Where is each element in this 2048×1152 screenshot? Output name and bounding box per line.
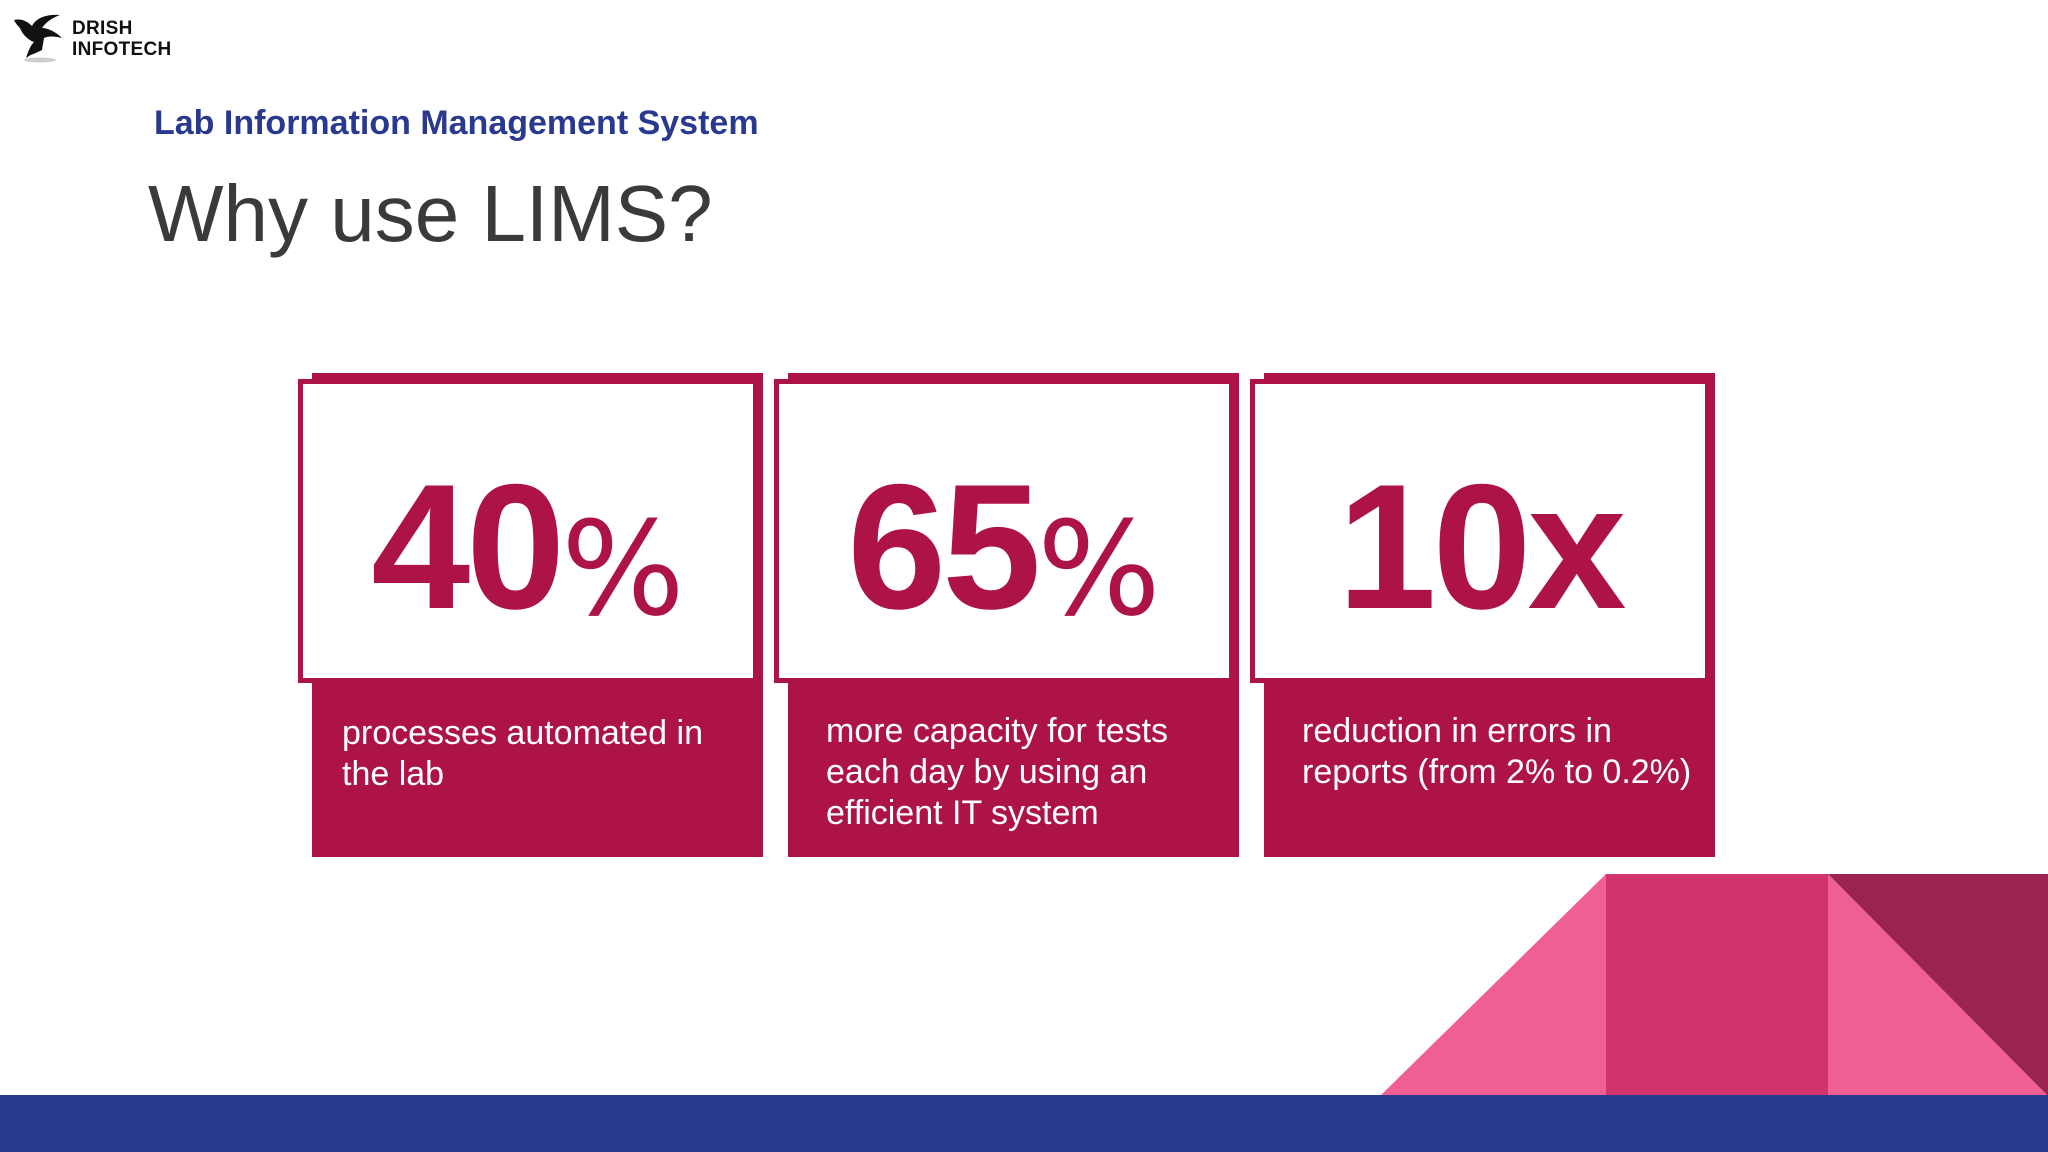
- stat-card-errors: 10x reduction in errors in reports (from…: [1250, 373, 1715, 857]
- card-number-panel: 65%: [774, 379, 1234, 683]
- company-logo: DRISH INFOTECH: [12, 12, 182, 68]
- stat-value: 10x: [1337, 447, 1627, 646]
- logo-line-1: DRISH: [72, 18, 133, 39]
- card-number-panel: 40%: [298, 379, 758, 683]
- slide-title: Why use LIMS?: [148, 169, 713, 258]
- stat-unit: %: [1037, 493, 1161, 645]
- slide-subtitle: Lab Information Management System: [154, 104, 759, 142]
- stat-number: 10x: [1255, 444, 1705, 649]
- logo-line-2: INFOTECH: [72, 39, 172, 60]
- bird-logo-icon: [14, 14, 62, 63]
- stat-value: 65: [847, 447, 1041, 646]
- card-number-panel: 10x: [1250, 379, 1710, 683]
- deco-triangle-right-dark: [1828, 874, 2048, 1096]
- deco-triangle-left: [1380, 874, 1606, 1096]
- stat-number: 65%: [779, 444, 1229, 649]
- stat-value: 40: [371, 447, 565, 646]
- deco-block-center: [1606, 874, 1828, 1096]
- stat-number: 40%: [303, 444, 753, 649]
- stat-card-capacity: 65% more capacity for tests each day by …: [774, 373, 1239, 857]
- stat-description: processes automated in the lab: [342, 714, 703, 793]
- decorative-shapes: [1380, 874, 2048, 1096]
- stat-card-processes: 40% processes automated in the lab: [298, 373, 763, 857]
- stat-description: more capacity for tests each day by usin…: [826, 712, 1169, 832]
- stat-unit: %: [561, 493, 685, 645]
- stat-description: reduction in errors in reports (from 2% …: [1302, 712, 1692, 791]
- footer-bar: [0, 1095, 2048, 1152]
- logo-wordmark: DRISH INFOTECH: [72, 18, 172, 60]
